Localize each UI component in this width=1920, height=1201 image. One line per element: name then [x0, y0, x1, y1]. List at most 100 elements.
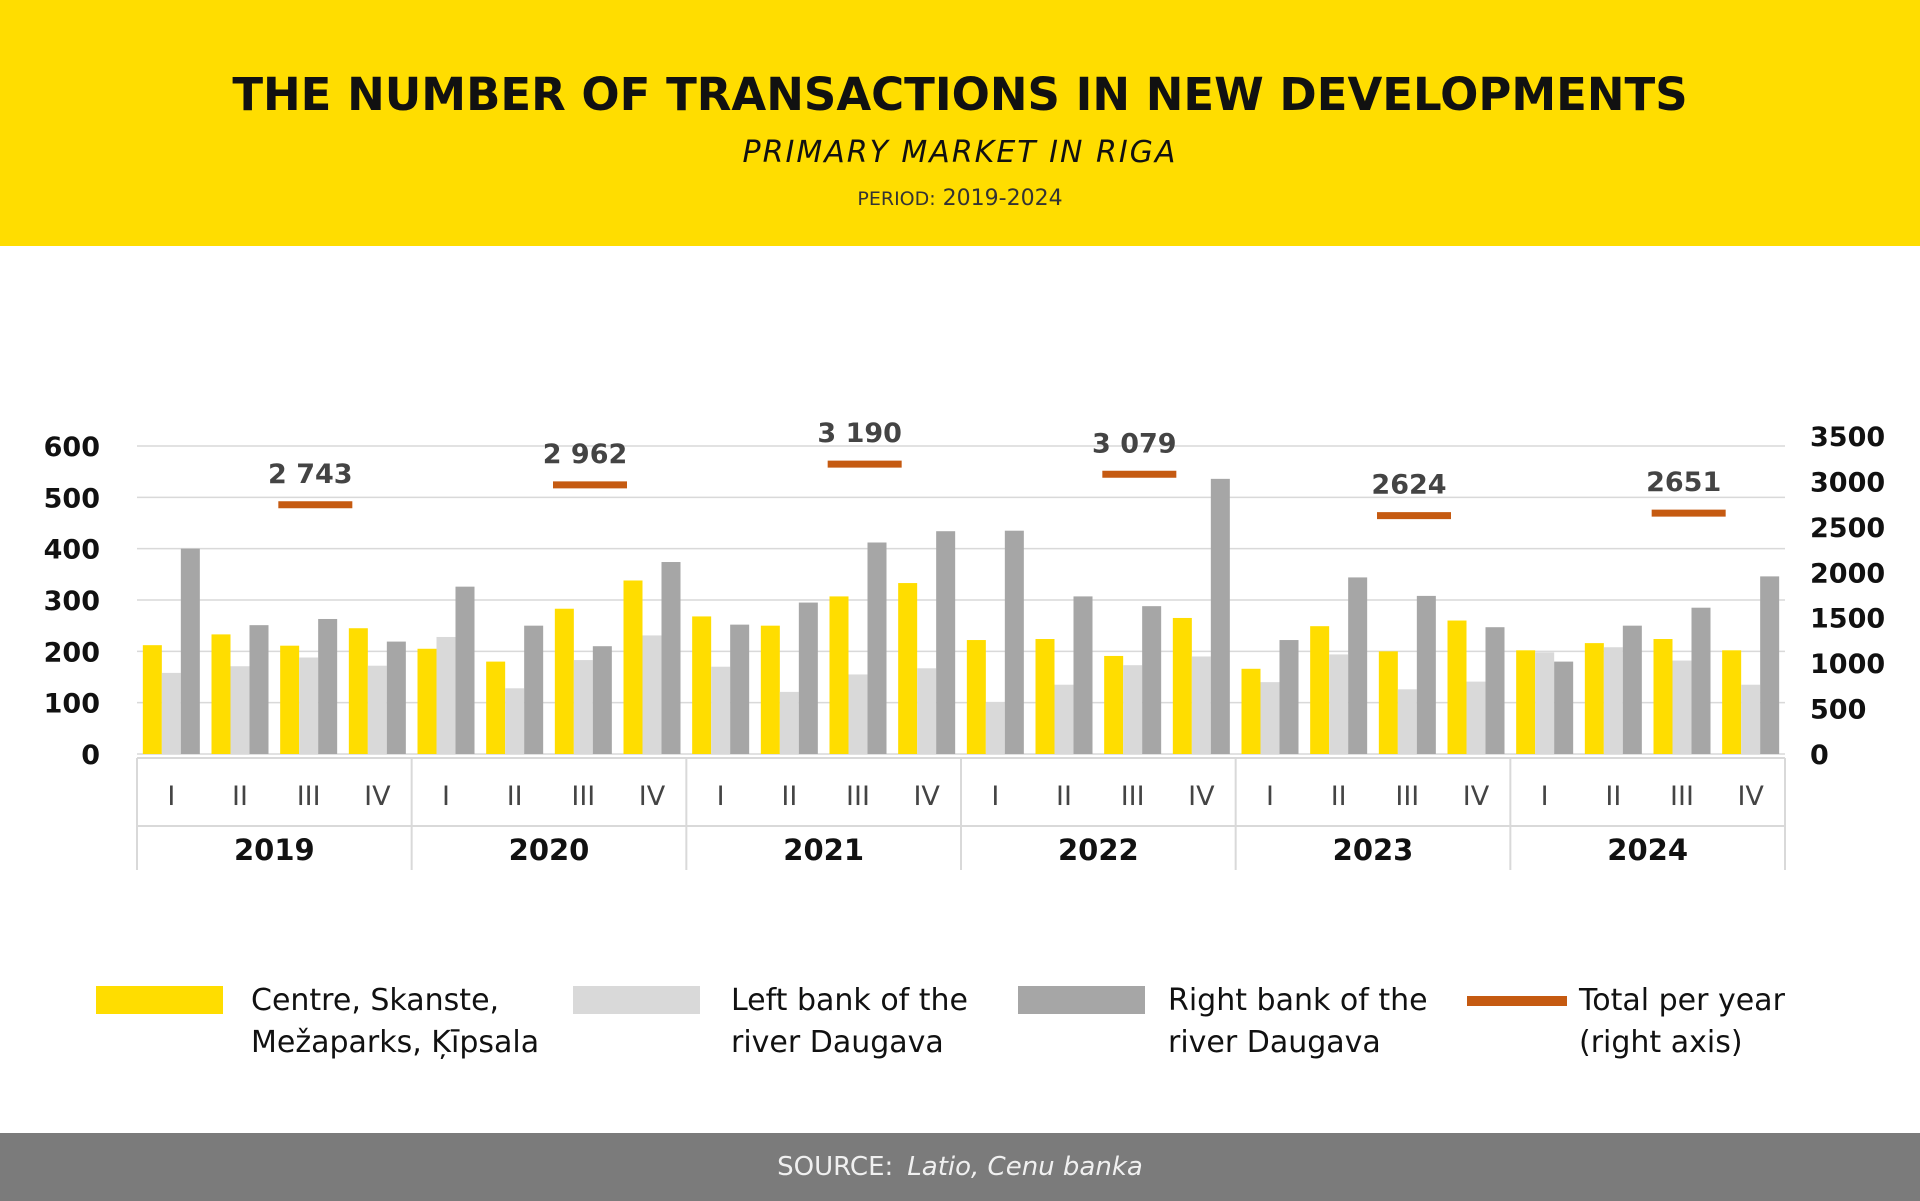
right-axis-tick-label: 500 [1810, 695, 1866, 726]
year-label: 2023 [1333, 833, 1414, 867]
period-value: 2019-2024 [942, 186, 1063, 211]
quarter-label: I [167, 781, 175, 812]
bar-right-bank [1485, 627, 1505, 754]
bar-left-bank [848, 674, 868, 754]
bar-right-bank [1622, 625, 1642, 754]
bar-right-bank [524, 625, 544, 754]
bar-right-bank [1279, 640, 1299, 754]
bar-centre [1241, 668, 1261, 754]
quarter-label: III [1395, 781, 1419, 812]
bar-right-bank [730, 624, 750, 754]
bar-right-bank [180, 548, 200, 754]
bar-right-bank [936, 531, 956, 754]
legend-label-right-bank: Right bank of the river Daugava [1168, 983, 1428, 1060]
legend-swatch-right-bank [1018, 986, 1145, 1014]
total-data-label: 2651 [1646, 467, 1721, 498]
bar-left-bank [230, 666, 250, 754]
bar-left-bank [436, 636, 456, 754]
quarter-label: II [1331, 781, 1347, 812]
bar-left-bank [505, 688, 525, 754]
bar-left-bank [299, 657, 319, 754]
right-axis-tick-label: 0 [1810, 740, 1829, 771]
total-data-label: 3 190 [817, 418, 902, 449]
bar-right-bank [1348, 577, 1368, 754]
right-axis-tick-label: 3500 [1810, 422, 1885, 453]
bar-centre [1104, 655, 1124, 754]
left-axis-tick-label: 500 [44, 483, 100, 514]
chart-title: THE NUMBER OF TRANSACTIONS IN NEW DEVELO… [232, 68, 1688, 121]
quarter-label: IV [364, 781, 391, 812]
left-axis-tick-label: 600 [44, 432, 100, 463]
source-value: Latio, Cenu banka [907, 1152, 1143, 1182]
bar-centre [966, 640, 986, 754]
bar-left-bank [1123, 665, 1143, 754]
legend-label-total: Total per year (right axis) [1579, 983, 1785, 1060]
quarter-label: II [1056, 781, 1072, 812]
quarter-label: I [442, 781, 450, 812]
bar-right-bank [455, 586, 475, 754]
quarter-label: IV [913, 781, 940, 812]
bar-centre [1516, 650, 1536, 754]
bar-left-bank [779, 691, 799, 754]
bar-left-bank [1672, 660, 1692, 754]
bar-right-bank [867, 542, 887, 754]
bar-centre [554, 608, 574, 754]
right-axis-tick-label: 1000 [1810, 649, 1885, 680]
bar-centre [692, 616, 712, 754]
bar-centre [1172, 617, 1192, 754]
quarter-label: IV [1463, 781, 1490, 812]
year-label: 2021 [783, 833, 864, 867]
bar-left-bank [573, 660, 593, 754]
bar-left-bank [985, 702, 1005, 754]
bar-centre [623, 580, 643, 754]
quarter-label: II [507, 781, 523, 812]
legend-swatch-centre [96, 986, 223, 1014]
header-banner: THE NUMBER OF TRANSACTIONS IN NEW DEVELO… [0, 0, 1920, 246]
quarter-label: III [1670, 781, 1694, 812]
total-data-label: 2 962 [543, 439, 628, 470]
total-data-label: 2 743 [268, 459, 353, 490]
bar-centre [898, 583, 918, 754]
quarter-label: I [1541, 781, 1549, 812]
right-axis-tick-label: 3000 [1810, 467, 1885, 498]
bar-left-bank [917, 668, 937, 754]
total-data-label: 2624 [1371, 470, 1446, 501]
bar-centre [1035, 639, 1055, 754]
bar-centre [211, 634, 231, 754]
bar-right-bank [1004, 530, 1024, 754]
year-label: 2024 [1607, 833, 1688, 867]
right-axis-tick-label: 2500 [1810, 513, 1885, 544]
bar-left-bank [1466, 681, 1486, 754]
left-axis-tick-label: 200 [44, 637, 100, 668]
bar-centre [1447, 620, 1467, 754]
year-label: 2019 [234, 833, 315, 867]
quarter-label: II [781, 781, 797, 812]
transactions-chart: 0 100 200 300 400 500 600 0 500 1000 1500 2000 2500 3… [44, 418, 1885, 870]
bar-right-bank [1073, 596, 1093, 754]
bar-right-bank [661, 562, 681, 754]
bar-centre [486, 661, 506, 754]
legend-swatch-total [1467, 996, 1567, 1006]
bar-left-bank [1260, 682, 1280, 754]
source-label: SOURCE: [777, 1152, 894, 1182]
bar-centre [280, 645, 300, 754]
chart-subtitle: PRIMARY MARKET IN RIGA [742, 135, 1178, 170]
bar-right-bank [1416, 595, 1436, 754]
quarter-label: III [1121, 781, 1145, 812]
quarter-label: I [717, 781, 725, 812]
left-axis-tick-label: 100 [44, 689, 100, 720]
source-footer: SOURCE: Latio, Cenu banka [0, 1133, 1920, 1201]
period-line: PERIOD: 2019-2024 [0, 186, 1920, 211]
period-label: PERIOD: [857, 188, 936, 210]
quarter-label: IV [1188, 781, 1215, 812]
quarter-label: IV [1737, 781, 1764, 812]
bar-right-bank [1210, 478, 1230, 754]
quarter-label: III [297, 781, 321, 812]
bar-centre [1722, 650, 1742, 754]
bar-right-bank [318, 618, 338, 754]
year-label: 2022 [1058, 833, 1139, 867]
quarter-label: III [571, 781, 595, 812]
quarter-label: II [232, 781, 248, 812]
bar-right-bank [386, 641, 406, 754]
bar-left-bank [1054, 684, 1074, 754]
